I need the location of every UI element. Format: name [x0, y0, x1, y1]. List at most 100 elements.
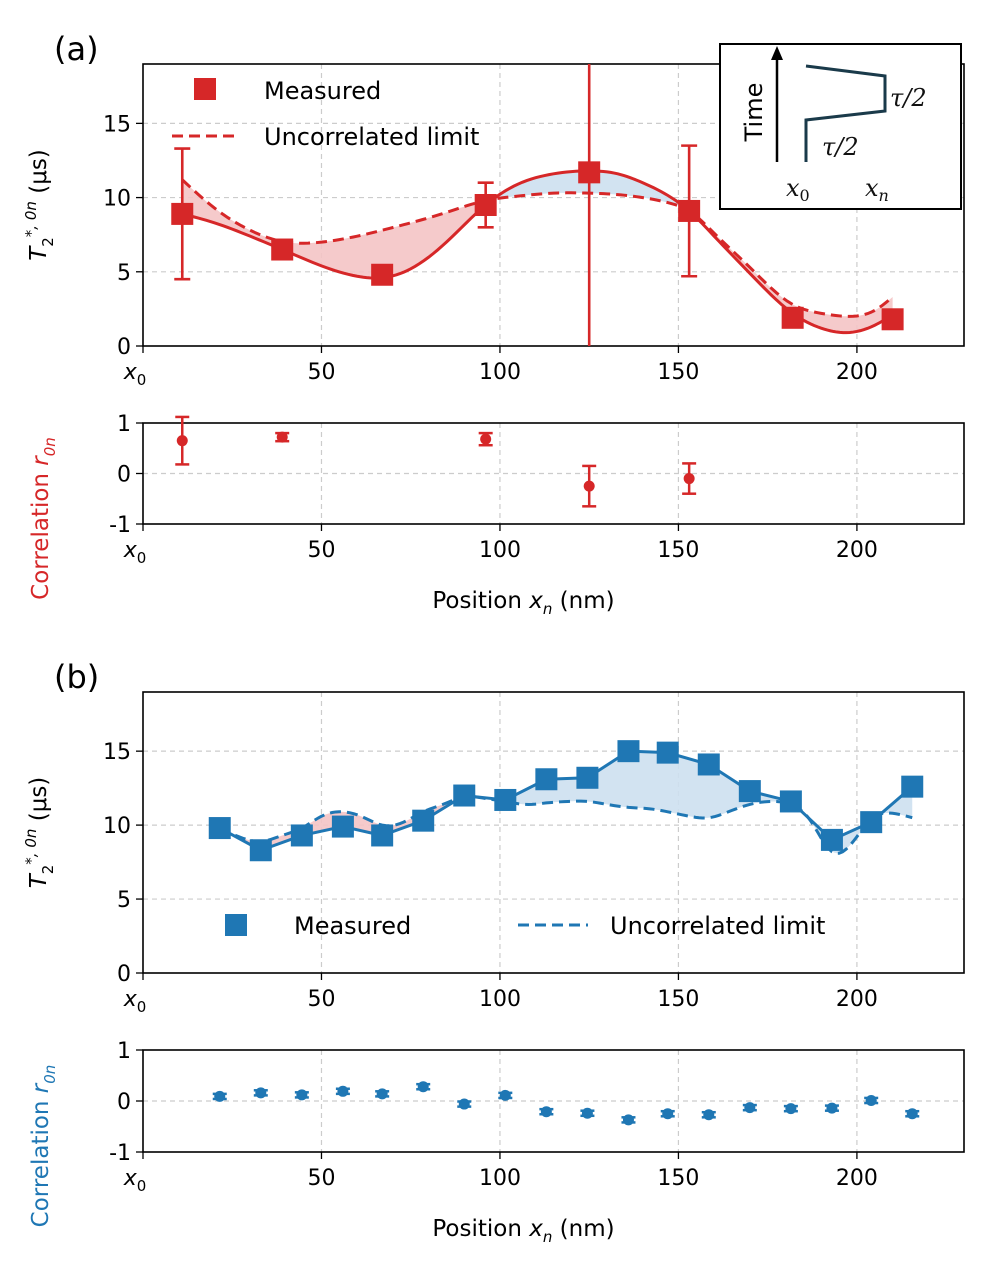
- data-point: [738, 780, 761, 803]
- data-point: [271, 238, 294, 261]
- x-tick-label: 50: [307, 360, 335, 385]
- ticks: 50 100 150 200 x0-1 0 1: [109, 412, 878, 567]
- axes-frame: [142, 422, 965, 525]
- y-tick-label: 0: [117, 335, 131, 360]
- data-point: [376, 1088, 388, 1100]
- data-point: [906, 1108, 918, 1120]
- y-tick-label: 1: [117, 1039, 131, 1064]
- data-point: [276, 431, 288, 443]
- pulse-sequence-path: [804, 64, 887, 162]
- legend-label-measured: Measured: [294, 912, 411, 940]
- axes-frame: [142, 691, 965, 974]
- data-point: [371, 263, 394, 286]
- data-point: [535, 768, 558, 791]
- panel-label-b: (b): [54, 658, 99, 696]
- data-point: [214, 1090, 226, 1102]
- grid: [143, 423, 964, 524]
- y-tick-label: -1: [109, 1141, 131, 1166]
- fill-above-limit: [496, 170, 692, 213]
- legend-label-measured: Measured: [264, 77, 381, 105]
- inset-x0-label: x0: [786, 174, 810, 205]
- data-point: [458, 1098, 470, 1110]
- y-axis-label: Correlation r0n: [28, 437, 59, 600]
- data-point: [581, 1107, 593, 1119]
- inset-tau-bottom: τ/2: [822, 133, 859, 161]
- y-tick-label: 15: [103, 112, 131, 137]
- x-tick-label: 100: [479, 360, 521, 385]
- y-tick-label: 5: [117, 261, 131, 286]
- y-tick-label: 5: [117, 888, 131, 913]
- data-point: [474, 194, 497, 216]
- data-point: [744, 1102, 756, 1114]
- data-point: [371, 824, 394, 847]
- data-point: [617, 740, 640, 763]
- data-point: [785, 1103, 797, 1115]
- x-tick-label: 150: [657, 360, 699, 385]
- data-point: [208, 817, 231, 840]
- data-point: [779, 790, 802, 813]
- data-point: [453, 784, 476, 807]
- data-point: [683, 473, 695, 485]
- x-tick-label-origin: x0: [123, 987, 147, 1016]
- data-point: [865, 1094, 877, 1106]
- data-point: [290, 824, 313, 847]
- data-point: [820, 828, 843, 851]
- data-point: [781, 306, 804, 329]
- plot-area: [171, 64, 904, 346]
- x-tick-label: 100: [479, 987, 521, 1012]
- data-point: [703, 1109, 715, 1121]
- x-tick-label: 200: [836, 987, 878, 1012]
- y-tick-label: -1: [109, 513, 131, 538]
- data-point: [662, 1108, 674, 1120]
- legend: Measured Uncorrelated limit: [225, 912, 825, 940]
- y-tick-label: 0: [117, 962, 131, 987]
- data-point: [176, 435, 188, 447]
- data-point: [583, 480, 595, 492]
- y-tick-label: 15: [103, 740, 131, 765]
- data-point: [494, 788, 517, 811]
- x-tick-label: 100: [479, 538, 521, 563]
- y-axis-label: T2*, 0n (μs): [22, 149, 57, 261]
- y-tick-label: 10: [103, 814, 131, 839]
- data-point: [337, 1085, 349, 1097]
- grid: [143, 1050, 964, 1152]
- data-point: [499, 1089, 511, 1101]
- x-tick-label-origin: x0: [123, 538, 147, 567]
- x-tick-label-origin: x0: [123, 1166, 147, 1195]
- inset-xn-label: xn: [865, 174, 889, 205]
- legend-label-uncorrelated: Uncorrelated limit: [264, 123, 479, 151]
- data-point: [412, 809, 435, 832]
- ticks: 50 100 150 200 x0-1 0 1: [109, 1039, 878, 1195]
- x-tick-label: 50: [307, 1166, 335, 1191]
- data-point: [171, 202, 194, 225]
- data-point: [576, 766, 599, 789]
- data-point: [901, 775, 924, 798]
- data-point: [417, 1081, 429, 1093]
- axes-frame: [142, 63, 965, 347]
- y-tick-label: 1: [117, 412, 131, 437]
- legend: Measured Uncorrelated limit: [172, 77, 479, 151]
- grid: [143, 692, 964, 973]
- y-tick-label: 0: [117, 1090, 131, 1115]
- data-point: [826, 1102, 838, 1114]
- data-point: [255, 1087, 267, 1099]
- data-point: [331, 815, 354, 838]
- y-axis-label: Correlation r0n: [28, 1065, 59, 1228]
- legend-marker-measured: [194, 78, 216, 100]
- x-tick-label: 200: [836, 1166, 878, 1191]
- legend-marker-measured: [225, 914, 247, 936]
- x-tick-label: 200: [836, 360, 878, 385]
- x-tick-label: 50: [307, 987, 335, 1012]
- data-point: [860, 811, 883, 834]
- inset-time-label: Time: [740, 83, 768, 143]
- x-tick-label: 150: [657, 538, 699, 563]
- fill-below-limit: [182, 179, 497, 279]
- x-axis-label: Position xn (nm): [432, 1216, 614, 1246]
- data-point: [881, 308, 904, 331]
- fill-above-limit: [462, 751, 800, 818]
- axes-frame: [142, 1049, 965, 1153]
- x-tick-label: 200: [836, 538, 878, 563]
